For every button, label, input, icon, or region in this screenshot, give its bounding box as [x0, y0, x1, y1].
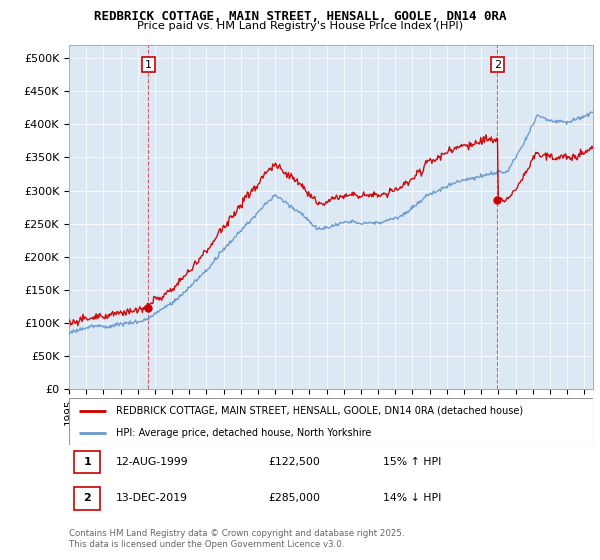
Text: £285,000: £285,000: [268, 493, 320, 503]
Text: 15% ↑ HPI: 15% ↑ HPI: [383, 457, 442, 467]
Bar: [74, 451, 100, 473]
Text: 2: 2: [494, 60, 501, 69]
Text: 2: 2: [83, 493, 91, 503]
Text: REDBRICK COTTAGE, MAIN STREET, HENSALL, GOOLE, DN14 0RA (detached house): REDBRICK COTTAGE, MAIN STREET, HENSALL, …: [116, 406, 523, 416]
Text: 13-DEC-2019: 13-DEC-2019: [116, 493, 188, 503]
Text: Price paid vs. HM Land Registry's House Price Index (HPI): Price paid vs. HM Land Registry's House …: [137, 21, 463, 31]
Text: REDBRICK COTTAGE, MAIN STREET, HENSALL, GOOLE, DN14 0RA: REDBRICK COTTAGE, MAIN STREET, HENSALL, …: [94, 10, 506, 22]
Text: 12-AUG-1999: 12-AUG-1999: [116, 457, 189, 467]
Text: £122,500: £122,500: [268, 457, 320, 467]
Text: 1: 1: [83, 457, 91, 467]
Bar: [74, 487, 100, 510]
Text: 14% ↓ HPI: 14% ↓ HPI: [383, 493, 442, 503]
Text: 1: 1: [145, 60, 152, 69]
Text: HPI: Average price, detached house, North Yorkshire: HPI: Average price, detached house, Nort…: [116, 428, 371, 438]
Text: Contains HM Land Registry data © Crown copyright and database right 2025.
This d: Contains HM Land Registry data © Crown c…: [69, 529, 404, 549]
